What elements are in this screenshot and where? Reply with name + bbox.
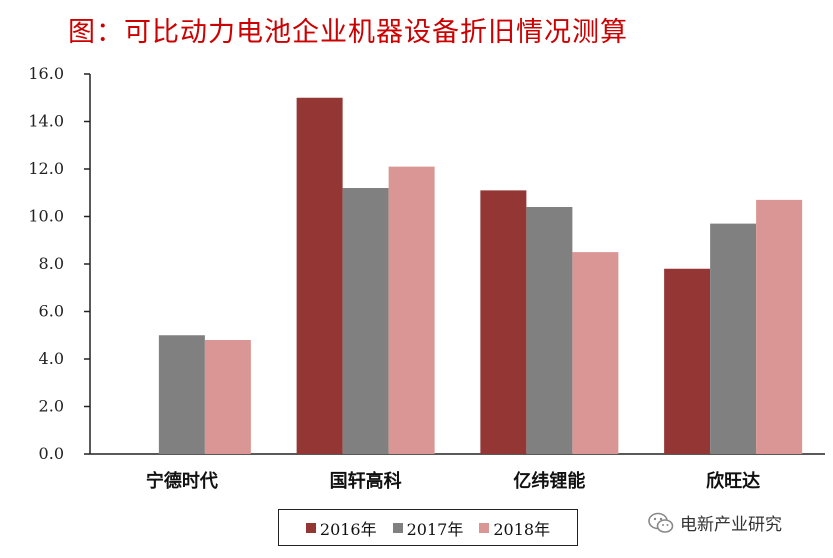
legend-label: 2017年 <box>406 519 464 539</box>
legend-swatch <box>479 522 490 533</box>
y-axis: 0.0 2.0 4.0 6.0 8.0 10.0 12.0 14.0 16.0 <box>28 64 91 463</box>
y-tick-label: 12.0 <box>28 159 64 178</box>
x-category-label: 欣旺达 <box>706 470 760 492</box>
bar <box>664 268 711 454</box>
bar <box>710 223 757 454</box>
x-category-label: 亿纬锂能 <box>513 470 585 492</box>
y-tick-label: 8.0 <box>39 254 64 273</box>
bar <box>756 199 803 454</box>
y-tick-label: 16.0 <box>28 64 64 83</box>
bar-chart: 0.0 2.0 4.0 6.0 8.0 10.0 12.0 14.0 16.0 宁德时代 国轩高科… <box>28 64 825 492</box>
chart-title: 图：可比动力电池企业机器设备折旧情况测算 <box>68 17 628 48</box>
watermark: 电新产业研究 <box>648 510 782 535</box>
bar <box>296 97 343 454</box>
bar <box>204 340 251 454</box>
y-tick-label: 0.0 <box>39 444 64 463</box>
bar <box>342 188 389 454</box>
wechat-icon <box>648 512 674 533</box>
bar <box>388 166 435 454</box>
legend-label: 2018年 <box>493 519 551 539</box>
x-category-label: 宁德时代 <box>146 470 218 492</box>
y-tick-label: 4.0 <box>39 349 64 368</box>
legend-swatch <box>392 522 403 533</box>
x-axis: 宁德时代 国轩高科 亿纬锂能 欣旺达 <box>90 453 825 492</box>
bar <box>572 252 619 454</box>
x-category-label: 国轩高科 <box>330 470 402 492</box>
legend-item: 2018年 <box>479 516 550 540</box>
bar <box>526 207 573 454</box>
legend-item: 2016年 <box>305 516 377 540</box>
y-tick-label: 10.0 <box>28 207 64 226</box>
watermark-text: 电新产业研究 <box>680 515 782 535</box>
legend-label: 2016年 <box>319 519 377 539</box>
y-tick-label: 14.0 <box>28 112 64 131</box>
bars <box>158 97 803 454</box>
y-tick-label: 6.0 <box>39 302 64 321</box>
y-tick-label: 2.0 <box>39 397 64 416</box>
legend-swatch <box>305 522 316 533</box>
bar <box>158 335 205 454</box>
bar <box>480 190 527 454</box>
legend-item: 2017年 <box>392 516 464 540</box>
legend: 2016年 2017年 2018年 <box>278 509 578 546</box>
